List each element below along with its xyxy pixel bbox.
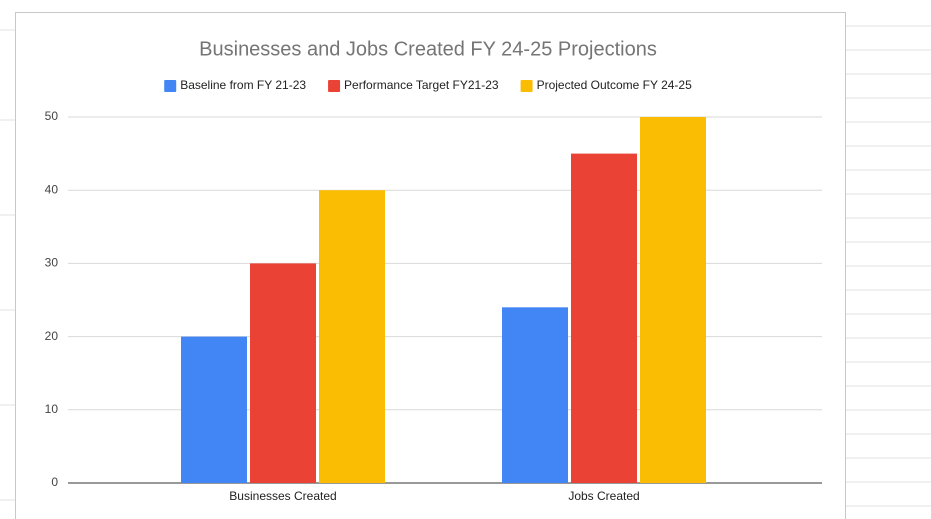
bar [502, 307, 568, 483]
chart-title: Businesses and Jobs Created FY 24-25 Pro… [199, 38, 657, 60]
legend-label: Performance Target FY21-23 [344, 78, 499, 92]
y-tick-label: 40 [45, 182, 59, 196]
legend-label: Projected Outcome FY 24-25 [537, 78, 693, 92]
bar [640, 117, 706, 483]
y-tick-label: 10 [45, 402, 59, 416]
x-tick-label: Jobs Created [568, 489, 639, 503]
bar [571, 153, 637, 483]
y-tick-label: 0 [51, 475, 58, 489]
chart-frame [15, 12, 846, 519]
sheet-grid [0, 25, 931, 507]
legend-label: Baseline from FY 21-23 [180, 78, 306, 92]
bar [181, 336, 247, 483]
x-tick-label: Businesses Created [229, 489, 336, 503]
legend-swatch [164, 80, 177, 92]
legend-swatch [328, 80, 341, 92]
bar [250, 263, 316, 483]
y-tick-label: 20 [45, 329, 59, 343]
y-tick-label: 30 [45, 256, 59, 270]
y-tick-label: 50 [45, 109, 59, 123]
bar [319, 190, 385, 483]
legend-swatch [520, 80, 533, 92]
